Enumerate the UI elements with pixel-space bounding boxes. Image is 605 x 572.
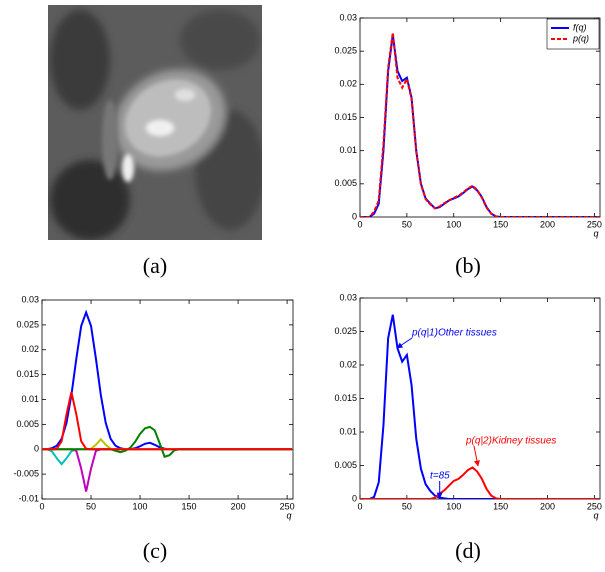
y-tick-label: 0.02 (21, 344, 39, 354)
legend-label: p(q) (572, 33, 589, 43)
y-tick-label: 0.015 (334, 112, 357, 122)
x-tick-label: 150 (182, 501, 197, 511)
y-tick-label: 0 (34, 444, 39, 454)
y-tick-label: 0.02 (339, 359, 357, 369)
x-tick-label: 0 (39, 501, 44, 511)
caption: (a) (143, 253, 167, 278)
x-tick-label: 100 (133, 501, 148, 511)
x-axis-label: q (593, 510, 598, 520)
annotation: t=85 (430, 471, 450, 482)
caption: (b) (455, 253, 481, 278)
x-tick-label: 100 (446, 219, 461, 229)
y-tick-label: -0.005 (13, 469, 39, 479)
x-tick-label: 50 (86, 501, 96, 511)
x-axis-label: q (286, 510, 291, 520)
y-tick-label: 0.025 (334, 326, 357, 336)
mri-image (48, 5, 265, 240)
y-tick-label: 0.005 (16, 419, 39, 429)
y-tick-label: 0.025 (334, 46, 357, 56)
y-tick-label: 0.005 (334, 460, 357, 470)
y-tick-label: 0.01 (339, 145, 357, 155)
y-tick-label: 0 (352, 493, 357, 503)
x-tick-label: 200 (231, 501, 246, 511)
x-tick-label: 150 (493, 501, 508, 511)
y-tick-label: 0.01 (339, 426, 357, 436)
annotation: p(q|1)Other tissues (411, 328, 497, 339)
x-axis-label: q (593, 228, 598, 238)
y-tick-label: 0.005 (334, 178, 357, 188)
caption: (d) (455, 538, 481, 563)
x-tick-label: 0 (357, 501, 362, 511)
x-tick-label: 50 (402, 219, 412, 229)
caption: (c) (143, 538, 167, 563)
y-tick-label: 0 (352, 211, 357, 221)
x-tick-label: 0 (357, 219, 362, 229)
x-tick-label: 150 (493, 219, 508, 229)
y-tick-label: 0.03 (339, 12, 357, 22)
figure: (a) (b) (c) (d) 00.0050.010.0150.020.025… (0, 0, 605, 572)
x-tick-label: 100 (446, 501, 461, 511)
annotation: p(q|2)Kidney tissues (465, 436, 556, 447)
y-tick-label: 0.015 (16, 369, 39, 379)
x-tick-label: 200 (540, 219, 555, 229)
y-tick-label: 0.01 (21, 394, 39, 404)
y-tick-label: 0.03 (339, 292, 357, 302)
y-tick-label: 0.015 (334, 393, 357, 403)
y-tick-label: -0.01 (18, 493, 39, 503)
legend-label: f(q) (573, 22, 587, 32)
y-tick-label: 0.03 (21, 294, 39, 304)
y-tick-label: 0.02 (339, 79, 357, 89)
x-tick-label: 50 (402, 501, 412, 511)
x-tick-label: 200 (540, 501, 555, 511)
y-tick-label: 0.025 (16, 319, 39, 329)
